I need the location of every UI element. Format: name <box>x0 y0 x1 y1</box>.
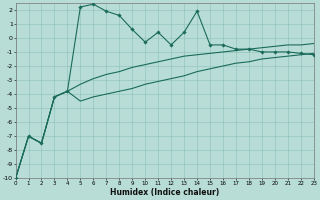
X-axis label: Humidex (Indice chaleur): Humidex (Indice chaleur) <box>110 188 219 197</box>
